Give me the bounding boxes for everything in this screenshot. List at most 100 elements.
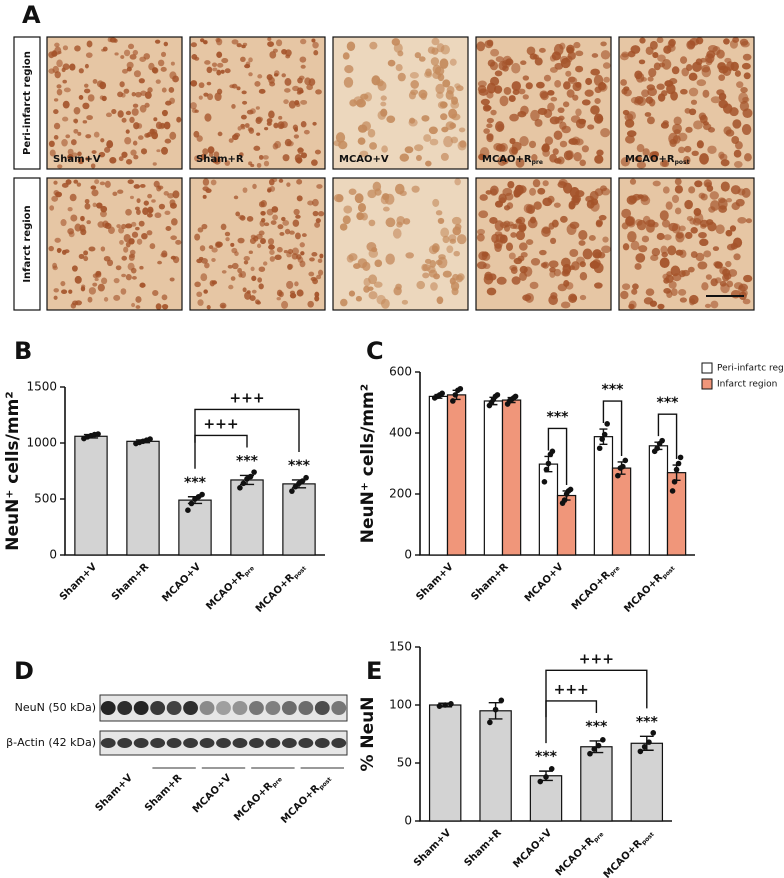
nucleus xyxy=(165,226,172,232)
nucleus xyxy=(317,269,324,276)
nucleus xyxy=(699,153,709,165)
nucleus xyxy=(286,140,294,147)
nucleus xyxy=(56,84,62,89)
nucleus xyxy=(509,264,518,271)
nucleus xyxy=(80,215,85,222)
nucleus xyxy=(364,92,373,102)
nucleus xyxy=(269,249,275,255)
nucleus xyxy=(560,301,571,309)
nucleus xyxy=(625,216,636,227)
nucleus xyxy=(204,60,211,65)
nucleus xyxy=(81,284,86,289)
nucleus xyxy=(157,185,164,190)
nucleus xyxy=(495,56,504,63)
nucleus xyxy=(88,246,96,252)
nucleus xyxy=(418,89,428,99)
significance: *** xyxy=(636,714,659,730)
nucleus xyxy=(633,99,642,106)
nucleus xyxy=(63,87,71,93)
nucleus xyxy=(198,82,205,89)
nucleus xyxy=(443,136,453,148)
nucleus xyxy=(100,246,106,252)
nucleus xyxy=(437,101,448,109)
nucleus xyxy=(638,59,646,65)
bar xyxy=(483,400,504,556)
nucleus xyxy=(549,267,556,273)
nucleus xyxy=(554,80,562,88)
nucleus xyxy=(86,40,93,48)
nucleus xyxy=(129,195,134,200)
nucleus xyxy=(62,79,67,84)
nucleus xyxy=(260,210,266,216)
nucleus xyxy=(480,98,490,106)
bar xyxy=(501,399,522,556)
data-point xyxy=(650,730,657,736)
nucleus xyxy=(208,245,214,250)
nucleus xyxy=(542,149,550,157)
nucleus xyxy=(206,305,211,310)
blot-band xyxy=(133,701,149,715)
nucleus xyxy=(442,235,450,244)
nucleus xyxy=(76,182,82,187)
blot-band xyxy=(331,701,347,715)
nucleus xyxy=(698,192,706,199)
nucleus xyxy=(311,159,318,166)
nucleus xyxy=(258,201,265,208)
nucleus xyxy=(276,296,281,301)
significance: *** xyxy=(288,458,311,474)
nucleus xyxy=(346,41,356,52)
nucleus xyxy=(278,115,283,120)
nucleus xyxy=(509,113,519,122)
nucleus xyxy=(542,180,549,187)
bar xyxy=(178,499,212,556)
micrograph-frame xyxy=(475,177,612,311)
label: Sham+R xyxy=(196,154,244,165)
nucleus xyxy=(344,65,354,74)
nucleus xyxy=(723,38,730,45)
nucleus xyxy=(244,123,250,128)
nucleus xyxy=(340,298,348,307)
nucleus xyxy=(316,274,322,280)
nucleus xyxy=(70,214,78,222)
nucleus xyxy=(532,179,541,188)
nucleus xyxy=(111,109,117,115)
nucleus xyxy=(219,302,227,309)
nucleus xyxy=(384,193,395,205)
nucleus xyxy=(439,58,449,69)
nuclei xyxy=(194,178,325,310)
panel-letter: A xyxy=(22,1,41,29)
nucleus xyxy=(693,208,702,217)
nucleus xyxy=(342,215,351,225)
nucleus xyxy=(138,135,144,140)
nucleus xyxy=(548,260,559,268)
nucleus xyxy=(518,88,526,95)
nucleus xyxy=(436,296,444,305)
nucleus xyxy=(489,185,499,196)
nucleus xyxy=(534,57,543,66)
y-axis-label: NeuN⁺ cells/mm² xyxy=(358,384,378,543)
nucleus xyxy=(271,206,279,213)
data-point xyxy=(543,774,549,780)
nucleus xyxy=(267,238,275,246)
nucleus xyxy=(288,100,296,109)
nucleus xyxy=(240,56,246,62)
nucleus xyxy=(454,223,462,231)
nucleus xyxy=(435,210,443,216)
nucleus xyxy=(292,219,300,227)
blot-band xyxy=(117,701,133,715)
nucleus xyxy=(499,142,508,152)
nucleus xyxy=(100,205,108,213)
nucleus xyxy=(449,58,457,66)
nucleus xyxy=(227,264,233,269)
micrograph-frame xyxy=(189,177,326,311)
nucleus xyxy=(244,291,252,300)
nucleus xyxy=(260,238,266,245)
nucleus xyxy=(128,254,135,261)
nucleus xyxy=(242,287,247,293)
nucleus xyxy=(707,145,717,154)
nucleus xyxy=(699,238,709,247)
nucleus xyxy=(600,41,607,47)
nucleus xyxy=(281,73,286,78)
nucleus xyxy=(456,234,467,245)
nucleus xyxy=(636,144,645,153)
